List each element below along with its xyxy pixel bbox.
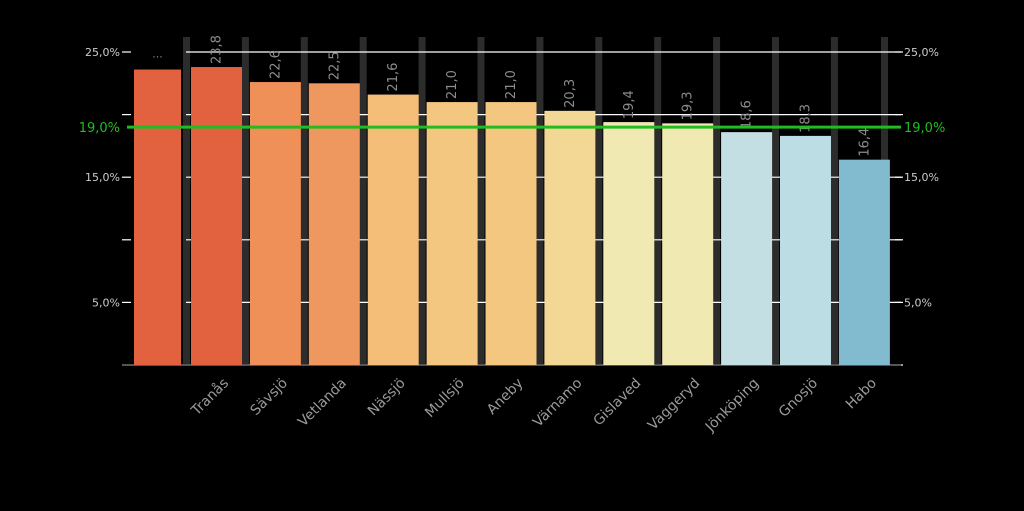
bar-separator [359, 37, 367, 365]
category-label: Habo [843, 375, 880, 412]
bar [603, 122, 655, 365]
bar-separator [595, 37, 603, 365]
bar-value-label: 16,4 [857, 128, 872, 157]
bar-value-label: 22,5 [327, 51, 342, 80]
bar [308, 83, 360, 366]
y-tick-label-left: 25,0% [85, 46, 120, 59]
bar-separator [772, 37, 779, 365]
bar-separator [418, 37, 426, 365]
category-label: Nässjö [365, 375, 409, 419]
category-label: Gislaved [590, 375, 644, 429]
bar-value-label: 23,8 [210, 35, 225, 64]
category-label: Vetlanda [295, 375, 350, 430]
bar-separator [241, 37, 249, 365]
bar-separator [713, 37, 721, 365]
bar [367, 94, 419, 366]
category-label: Aneby [484, 375, 527, 418]
y-tick-label-right: 5,0% [904, 296, 932, 309]
category-label: Vaggeryd [645, 375, 703, 433]
reference-label-right: 19,0% [904, 121, 945, 136]
bar-value-label: 21,6 [386, 63, 401, 92]
bar [191, 67, 242, 366]
bar-first [134, 69, 181, 365]
reference-label-left: 19,0% [79, 121, 120, 136]
bar [662, 123, 714, 365]
bar [485, 102, 537, 365]
category-label: Gnosjö [776, 375, 821, 420]
bar-separator [477, 37, 485, 365]
y-tick-label-left: 5,0% [92, 296, 120, 309]
bar-value-label: 22,6 [268, 50, 283, 79]
bar-value-label: 20,3 [563, 79, 578, 108]
category-label: Sävsjö [248, 375, 291, 418]
bar-value-label: 18,6 [740, 100, 755, 129]
bar-separator [830, 37, 838, 365]
bar-value-label: 21,0 [445, 70, 460, 99]
bar [249, 82, 301, 365]
bar [721, 132, 773, 365]
category-label: Mullsjö [422, 375, 468, 421]
bar-separator [654, 37, 662, 365]
bar [426, 102, 478, 365]
bar-value-label: 19,3 [681, 91, 696, 120]
bar-separator [536, 37, 544, 365]
category-label: Tranås [187, 375, 232, 420]
y-tick-label-right: 25,0% [904, 46, 939, 59]
y-tick-label-right: 15,0% [904, 171, 939, 184]
y-tick-label-left: 15,0% [85, 171, 120, 184]
bar [780, 135, 831, 365]
bar-first-label: ... [152, 48, 163, 61]
bar-value-label: 19,4 [622, 90, 637, 119]
bar-separator [183, 37, 190, 365]
category-label: Värnamo [530, 375, 585, 430]
bar-separator [300, 37, 308, 365]
bar-value-label: 21,0 [504, 70, 519, 99]
category-label: Jönköping [702, 375, 762, 435]
bar [838, 159, 890, 365]
bar [544, 110, 596, 366]
